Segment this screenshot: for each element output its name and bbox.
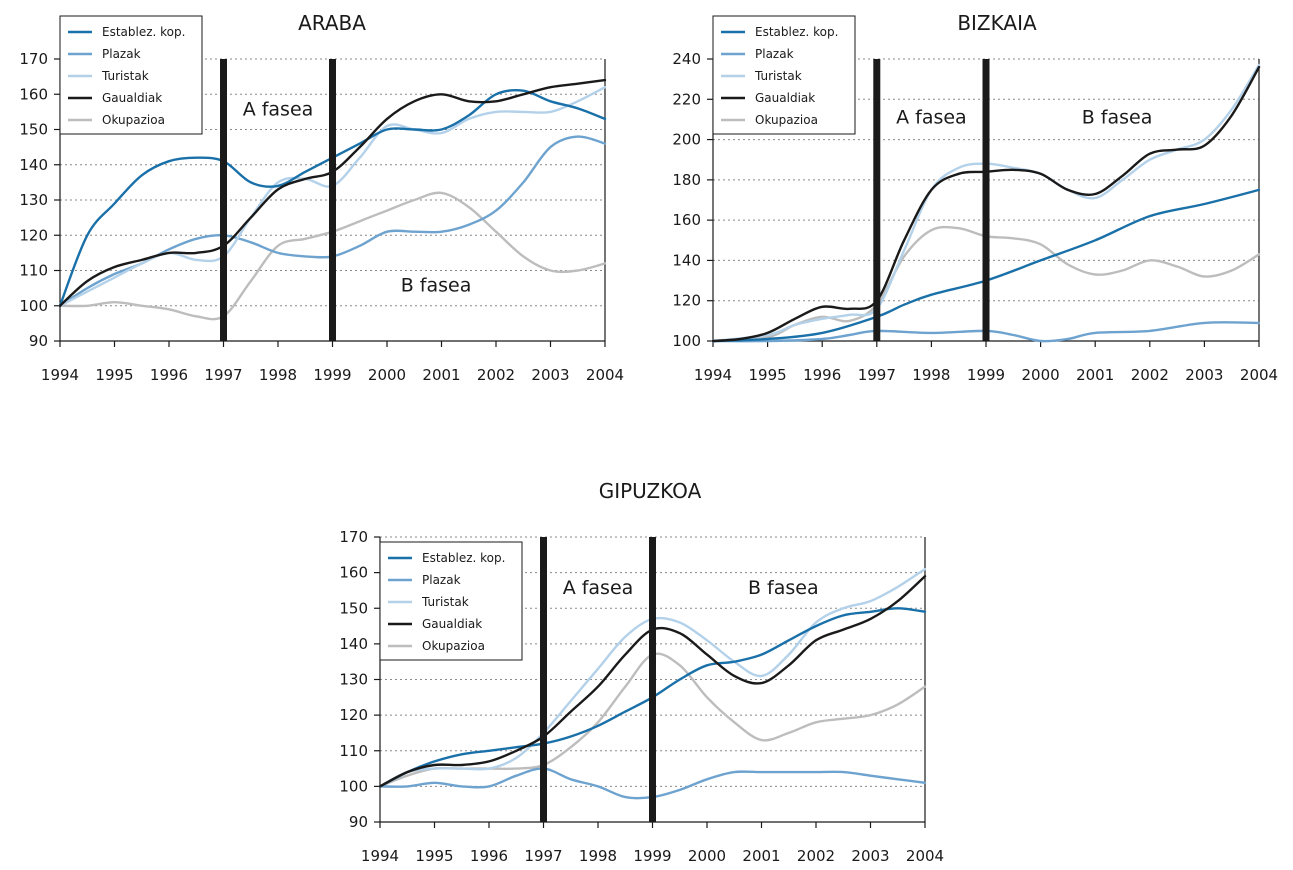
x-tick-label: 1999 — [633, 847, 671, 865]
x-tick-label: 2002 — [477, 366, 515, 384]
y-tick-label: 120 — [339, 706, 368, 724]
chart-title: GIPUZKOA — [599, 479, 702, 503]
series-line-plazak — [711, 321, 1261, 343]
legend: Establez. kop. Plazak Turistak Gaualdiak Oku… — [379, 541, 523, 661]
x-tick-label: 2004 — [906, 847, 944, 865]
phase-label: A fasea — [563, 577, 634, 599]
y-tick-label: 110 — [19, 262, 48, 280]
x-tick-label: 1995 — [415, 847, 453, 865]
y-tick-label: 160 — [672, 211, 701, 229]
phase-label: B fasea — [748, 577, 819, 599]
chart-gipuzkoa: GIPUZKOA 90 100 110 120 130 140 150 160 170 1994 19… — [339, 479, 944, 865]
y-tick-label: 170 — [19, 50, 48, 68]
legend-label-gaualdiak: Gaualdiak — [102, 91, 162, 105]
x-tick-label: 2003 — [531, 366, 569, 384]
y-tick-label: 160 — [339, 564, 368, 582]
legend-label-establez-kop: Establez. kop. — [422, 551, 505, 565]
y-tick-label: 130 — [339, 671, 368, 689]
y-tick-label: 180 — [672, 171, 701, 189]
x-tick-label: 1994 — [41, 366, 79, 384]
x-tick-label: 1997 — [204, 366, 242, 384]
legend-label-okupazioa: Okupazioa — [422, 639, 485, 653]
legend-label-okupazioa: Okupazioa — [755, 113, 818, 127]
chart-title: BIZKAIA — [957, 11, 1037, 35]
x-tick-label: 2002 — [1131, 366, 1169, 384]
x-tick-label: 1999 — [313, 366, 351, 384]
phase-label: B fasea — [1082, 106, 1153, 128]
legend-label-establez-kop: Establez. kop. — [102, 25, 185, 39]
x-tick-label: 1999 — [967, 366, 1005, 384]
series-line-okupazioa — [711, 225, 1261, 343]
y-tick-label: 150 — [19, 121, 48, 139]
y-tick-label: 120 — [672, 292, 701, 310]
x-tick-label: 2000 — [368, 366, 406, 384]
legend: Establez. kop. Plazak Turistak Gaualdiak Oku… — [712, 15, 856, 135]
legend-label-establez-kop: Establez. kop. — [755, 25, 838, 39]
legend-label-plazak: Plazak — [102, 47, 141, 61]
x-tick-label: 1997 — [524, 847, 562, 865]
y-tick-label: 100 — [672, 332, 701, 350]
x-tick-label: 2000 — [688, 847, 726, 865]
phase-label: B fasea — [401, 275, 472, 297]
x-tick-label: 1996 — [470, 847, 508, 865]
y-tick-label: 90 — [349, 813, 368, 831]
series-line-establez-kop — [711, 188, 1261, 343]
x-tick-label: 2001 — [422, 366, 460, 384]
x-tick-label: 2001 — [1076, 366, 1114, 384]
y-tick-label: 140 — [339, 635, 368, 653]
legend-label-turistak: Turistak — [101, 69, 149, 83]
x-tick-label: 2000 — [1022, 366, 1060, 384]
y-tick-label: 220 — [672, 90, 701, 108]
x-tick-label: 1998 — [579, 847, 617, 865]
y-tick-label: 200 — [672, 131, 701, 149]
y-tick-label: 140 — [672, 251, 701, 269]
y-tick-label: 240 — [672, 50, 701, 68]
legend-label-plazak: Plazak — [755, 47, 794, 61]
x-tick-label: 2004 — [586, 366, 624, 384]
legend-label-okupazioa: Okupazioa — [102, 113, 165, 127]
legend-label-plazak: Plazak — [422, 573, 461, 587]
x-tick-label: 2003 — [851, 847, 889, 865]
y-tick-label: 130 — [19, 191, 48, 209]
chart-araba: ARABA 90 100 110 120 130 140 150 160 170 1994 1995 1… — [19, 11, 624, 384]
x-tick-label: 1995 — [95, 366, 133, 384]
phase-label: A fasea — [243, 98, 314, 120]
legend-label-turistak: Turistak — [754, 69, 802, 83]
x-tick-label: 1994 — [361, 847, 399, 865]
phase-label: A fasea — [896, 106, 967, 128]
x-tick-label: 2003 — [1185, 366, 1223, 384]
y-tick-label: 120 — [19, 226, 48, 244]
legend-label-gaualdiak: Gaualdiak — [422, 617, 482, 631]
x-tick-label: 1997 — [858, 366, 896, 384]
y-tick-label: 140 — [19, 156, 48, 174]
legend-label-turistak: Turistak — [421, 595, 469, 609]
x-tick-label: 1998 — [912, 366, 950, 384]
y-tick-label: 170 — [339, 528, 368, 546]
x-tick-label: 2002 — [797, 847, 835, 865]
legend: Establez. kop. Plazak Turistak Gaualdiak Oku… — [59, 15, 203, 135]
legend-label-gaualdiak: Gaualdiak — [755, 91, 815, 105]
chart-title: ARABA — [298, 11, 366, 35]
x-tick-label: 1994 — [694, 366, 732, 384]
x-tick-label: 1995 — [749, 366, 787, 384]
x-tick-label: 2004 — [1240, 366, 1278, 384]
y-tick-label: 150 — [339, 599, 368, 617]
x-tick-label: 1996 — [803, 366, 841, 384]
x-tick-label: 1996 — [150, 366, 188, 384]
x-tick-label: 2001 — [742, 847, 780, 865]
chart-bizkaia: BIZKAIA 100 120 140 160 180 200 220 240 1994 1995 1… — [672, 11, 1278, 384]
y-tick-label: 160 — [19, 85, 48, 103]
y-tick-label: 100 — [19, 297, 48, 315]
y-tick-label: 90 — [29, 332, 48, 350]
x-tick-label: 1998 — [259, 366, 297, 384]
y-tick-label: 110 — [339, 742, 368, 760]
y-tick-label: 100 — [339, 777, 368, 795]
